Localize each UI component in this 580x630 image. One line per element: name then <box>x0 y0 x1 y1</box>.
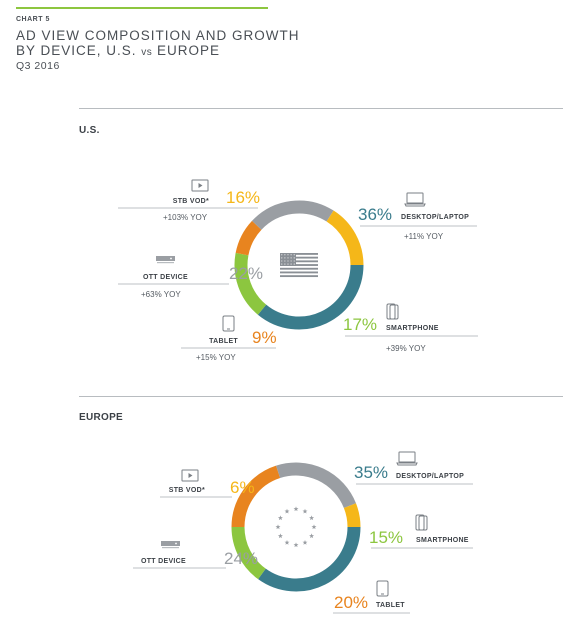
pct-label-ott: 22% <box>229 264 263 283</box>
donut-slice-tablet <box>231 465 281 528</box>
yoy-label-desktop: +11% YOY <box>404 232 444 241</box>
chart-period: Q3 2016 <box>16 60 60 72</box>
yoy-label-stb: +103% YOY <box>163 213 208 222</box>
pct-label-ott: 24% <box>224 549 258 568</box>
pct-label-smartphone: 17% <box>343 315 377 334</box>
tv-icon <box>181 469 199 482</box>
pct-label-stb: 6% <box>230 478 255 497</box>
device-label-ott: OTT DEVICE <box>141 558 186 565</box>
donut-slice-desktop <box>257 264 364 330</box>
donut-slice-desktop <box>258 526 361 592</box>
donut-chart-europe: 35% DESKTOP/LAPTOP 15% SMARTPHONE 20% TABLET 2… <box>133 451 473 614</box>
device-label-stb: STB VOD* <box>169 487 205 494</box>
chart-title: AD VIEW COMPOSITION AND GROWTH BY DEVICE… <box>16 28 300 60</box>
smartphone-icon <box>386 303 399 320</box>
device-label-smartphone: SMARTPHONE <box>386 325 439 332</box>
pct-label-stb: 16% <box>226 188 260 207</box>
pct-label-desktop: 35% <box>354 463 388 482</box>
donut-slice-smartphone <box>231 526 266 580</box>
pct-label-tablet: 9% <box>252 328 277 347</box>
ott-device-icon <box>161 541 180 549</box>
tablet-icon <box>376 580 389 597</box>
europe-section-title: EUROPE <box>79 412 124 423</box>
us-flag-icon <box>280 253 318 278</box>
tablet-icon <box>222 315 235 332</box>
us-section-title: U.S. <box>79 125 100 136</box>
donut-chart-us: 36% DESKTOP/LAPTOP +11% YOY 17% SMARTPHONE +3… <box>118 179 478 362</box>
yoy-label-smartphone: +39% YOY <box>386 344 426 353</box>
laptop-icon <box>396 451 418 466</box>
device-label-smartphone: SMARTPHONE <box>416 537 469 544</box>
device-label-tablet: TABLET <box>376 602 405 609</box>
donut-slice-smartphone <box>234 252 267 315</box>
title-line-2-pre: BY DEVICE, U.S. <box>16 43 142 58</box>
pct-label-smartphone: 15% <box>369 528 403 547</box>
tv-icon <box>191 179 209 192</box>
header-accent-bar <box>16 7 268 9</box>
donut-slice-ott <box>251 200 334 230</box>
device-label-desktop: DESKTOP/LAPTOP <box>396 473 464 480</box>
title-line-2-post: EUROPE <box>152 43 221 58</box>
device-label-tablet: TABLET <box>209 338 238 345</box>
donut-slice-stb <box>326 210 364 266</box>
donut-slice-stb <box>343 503 361 528</box>
donut-slice-ott <box>276 462 356 509</box>
smartphone-icon <box>415 514 428 531</box>
title-vs: vs <box>141 47 153 58</box>
pct-label-desktop: 36% <box>358 205 392 224</box>
pct-label-tablet: 20% <box>334 593 368 612</box>
device-label-ott: OTT DEVICE <box>143 274 188 281</box>
device-label-stb: STB VOD* <box>173 198 209 205</box>
yoy-label-tablet: +15% YOY <box>196 353 236 362</box>
laptop-icon <box>404 192 426 207</box>
ott-device-icon <box>156 256 175 264</box>
europe-section-rule <box>79 396 563 397</box>
title-line-1: AD VIEW COMPOSITION AND GROWTH <box>16 28 300 43</box>
chart-number-label: CHART 5 <box>16 16 50 23</box>
eu-stars-icon <box>275 506 317 548</box>
donut-slice-tablet <box>235 220 262 256</box>
yoy-label-ott: +63% YOY <box>141 290 181 299</box>
device-label-desktop: DESKTOP/LAPTOP <box>401 214 469 221</box>
us-section-rule <box>79 108 563 109</box>
